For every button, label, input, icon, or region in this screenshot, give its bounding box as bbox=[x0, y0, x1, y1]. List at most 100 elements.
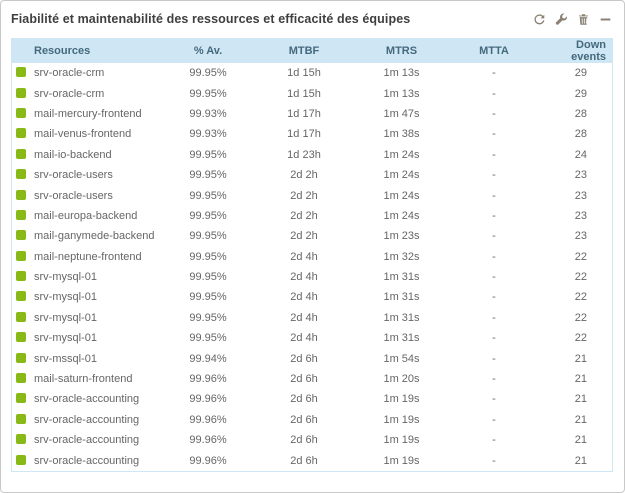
resources-table: Resources % Av. MTBF MTRS MTTA Down even… bbox=[12, 39, 612, 471]
wrench-icon[interactable] bbox=[554, 12, 568, 26]
resource-name[interactable]: srv-mssql-01 bbox=[34, 352, 97, 365]
table-row[interactable]: mail-neptune-frontend 99.95% 2d 4h 1m 32… bbox=[12, 247, 612, 267]
column-header-mtta[interactable]: MTTA bbox=[449, 39, 539, 63]
table-row[interactable]: srv-oracle-accounting 99.96% 2d 6h 1m 19… bbox=[12, 389, 612, 409]
column-header-down-events[interactable]: Down events bbox=[539, 39, 612, 63]
table-row[interactable]: mail-ganymede-backend 99.95% 2d 2h 1m 23… bbox=[12, 226, 612, 246]
refresh-icon[interactable] bbox=[532, 12, 546, 26]
availability-value: 99.95% bbox=[189, 148, 227, 161]
table-row[interactable]: srv-oracle-accounting 99.96% 2d 6h 1m 19… bbox=[12, 450, 612, 470]
mtrs-value: 1m 38s bbox=[383, 128, 420, 141]
resource-name[interactable]: mail-io-backend bbox=[34, 148, 112, 161]
mtta-value: - bbox=[492, 332, 496, 345]
down-events-value: 22 bbox=[574, 271, 587, 284]
resource-name[interactable]: srv-oracle-accounting bbox=[34, 393, 140, 406]
availability-value: 99.94% bbox=[189, 352, 227, 365]
table-row[interactable]: srv-oracle-crm 99.95% 1d 15h 1m 13s - 29 bbox=[12, 83, 612, 103]
status-ok-icon bbox=[16, 393, 26, 404]
table-row[interactable]: srv-mssql-01 99.94% 2d 6h 1m 54s - 21 bbox=[12, 348, 612, 368]
table-row[interactable]: mail-saturn-frontend 99.96% 2d 6h 1m 20s… bbox=[12, 369, 612, 389]
resource-name[interactable]: srv-oracle-crm bbox=[34, 67, 105, 80]
status-ok-icon bbox=[16, 434, 26, 445]
resource-name[interactable]: srv-oracle-users bbox=[34, 189, 113, 202]
resource-name[interactable]: mail-ganymede-backend bbox=[34, 230, 155, 243]
status-ok-icon bbox=[16, 230, 26, 241]
table-row[interactable]: srv-mysql-01 99.95% 2d 4h 1m 31s - 22 bbox=[12, 328, 612, 348]
status-ok-icon bbox=[16, 148, 26, 159]
availability-value: 99.95% bbox=[189, 87, 227, 100]
mtrs-value: 1m 32s bbox=[383, 250, 420, 263]
mtbf-value: 2d 6h bbox=[290, 352, 318, 365]
mtbf-value: 1d 15h bbox=[287, 87, 321, 100]
availability-value: 99.95% bbox=[189, 311, 227, 324]
resource-name[interactable]: srv-mysql-01 bbox=[34, 271, 97, 284]
down-events-value: 22 bbox=[574, 250, 587, 263]
availability-value: 99.95% bbox=[189, 67, 227, 80]
resource-name[interactable]: srv-mysql-01 bbox=[34, 311, 97, 324]
resource-name[interactable]: mail-neptune-frontend bbox=[34, 250, 142, 263]
mtta-value: - bbox=[492, 107, 496, 120]
table-row[interactable]: mail-mercury-frontend 99.93% 1d 17h 1m 4… bbox=[12, 104, 612, 124]
down-events-value: 21 bbox=[574, 352, 587, 365]
resource-name[interactable]: mail-europa-backend bbox=[34, 209, 138, 222]
down-events-value: 21 bbox=[574, 434, 587, 447]
resource-name[interactable]: srv-oracle-users bbox=[34, 169, 113, 182]
mtrs-value: 1m 24s bbox=[383, 148, 420, 161]
status-ok-icon bbox=[16, 169, 26, 180]
column-header-mtrs[interactable]: MTRS bbox=[354, 39, 449, 63]
table-row[interactable]: srv-mysql-01 99.95% 2d 4h 1m 31s - 22 bbox=[12, 287, 612, 307]
table-row[interactable]: mail-venus-frontend 99.93% 1d 17h 1m 38s… bbox=[12, 124, 612, 144]
status-ok-icon bbox=[16, 352, 26, 363]
resources-table-container: Resources % Av. MTBF MTRS MTTA Down even… bbox=[11, 38, 613, 472]
down-events-value: 29 bbox=[574, 87, 587, 100]
table-row[interactable]: srv-oracle-users 99.95% 2d 2h 1m 24s - 2… bbox=[12, 165, 612, 185]
resource-name[interactable]: srv-oracle-crm bbox=[34, 87, 105, 100]
minus-icon[interactable] bbox=[598, 12, 612, 26]
table-row[interactable]: mail-io-backend 99.95% 1d 23h 1m 24s - 2… bbox=[12, 145, 612, 165]
mtta-value: - bbox=[492, 393, 496, 406]
table-row[interactable]: mail-europa-backend 99.95% 2d 2h 1m 24s … bbox=[12, 206, 612, 226]
resource-name[interactable]: srv-mysql-01 bbox=[34, 291, 97, 304]
resource-name[interactable]: srv-mysql-01 bbox=[34, 332, 97, 345]
mtrs-value: 1m 19s bbox=[383, 413, 420, 426]
table-row[interactable]: srv-oracle-accounting 99.96% 2d 6h 1m 19… bbox=[12, 430, 612, 450]
down-events-value: 22 bbox=[574, 291, 587, 304]
table-row[interactable]: srv-oracle-crm 99.95% 1d 15h 1m 13s - 29 bbox=[12, 63, 612, 83]
widget-header: Fiabilité et maintenabilité des ressourc… bbox=[1, 1, 624, 36]
table-row[interactable]: srv-mysql-01 99.95% 2d 4h 1m 31s - 22 bbox=[12, 308, 612, 328]
widget-title: Fiabilité et maintenabilité des ressourc… bbox=[11, 12, 411, 26]
table-row[interactable]: srv-oracle-accounting 99.96% 2d 6h 1m 19… bbox=[12, 410, 612, 430]
mtrs-value: 1m 13s bbox=[383, 87, 420, 100]
mtrs-value: 1m 19s bbox=[383, 454, 420, 467]
mtrs-value: 1m 31s bbox=[383, 332, 420, 345]
mtrs-value: 1m 19s bbox=[383, 393, 420, 406]
mtbf-value: 2d 2h bbox=[290, 189, 318, 202]
mtbf-value: 2d 2h bbox=[290, 209, 318, 222]
status-ok-icon bbox=[16, 67, 26, 78]
mtta-value: - bbox=[492, 352, 496, 365]
resource-name[interactable]: mail-saturn-frontend bbox=[34, 373, 133, 386]
table-row[interactable]: srv-mysql-01 99.95% 2d 4h 1m 31s - 22 bbox=[12, 267, 612, 287]
resource-name[interactable]: mail-venus-frontend bbox=[34, 128, 132, 141]
mtbf-value: 2d 2h bbox=[290, 169, 318, 182]
resource-name[interactable]: srv-oracle-accounting bbox=[34, 413, 140, 426]
resource-name[interactable]: mail-mercury-frontend bbox=[34, 107, 142, 120]
down-events-value: 21 bbox=[574, 454, 587, 467]
table-row[interactable]: srv-oracle-users 99.95% 2d 2h 1m 24s - 2… bbox=[12, 185, 612, 205]
column-header-availability[interactable]: % Av. bbox=[162, 39, 254, 63]
status-ok-icon bbox=[16, 128, 26, 139]
status-ok-icon bbox=[16, 107, 26, 118]
availability-value: 99.95% bbox=[189, 169, 227, 182]
availability-value: 99.95% bbox=[189, 209, 227, 222]
column-header-resources[interactable]: Resources bbox=[12, 39, 162, 63]
down-events-value: 22 bbox=[574, 332, 587, 345]
resource-name[interactable]: srv-oracle-accounting bbox=[34, 434, 140, 447]
mtrs-value: 1m 23s bbox=[383, 230, 420, 243]
mtta-value: - bbox=[492, 434, 496, 447]
mtrs-value: 1m 47s bbox=[383, 107, 420, 120]
mtbf-value: 2d 2h bbox=[290, 230, 318, 243]
trash-icon[interactable] bbox=[576, 12, 590, 26]
resource-name[interactable]: srv-oracle-accounting bbox=[34, 454, 140, 467]
column-header-mtbf[interactable]: MTBF bbox=[254, 39, 354, 63]
